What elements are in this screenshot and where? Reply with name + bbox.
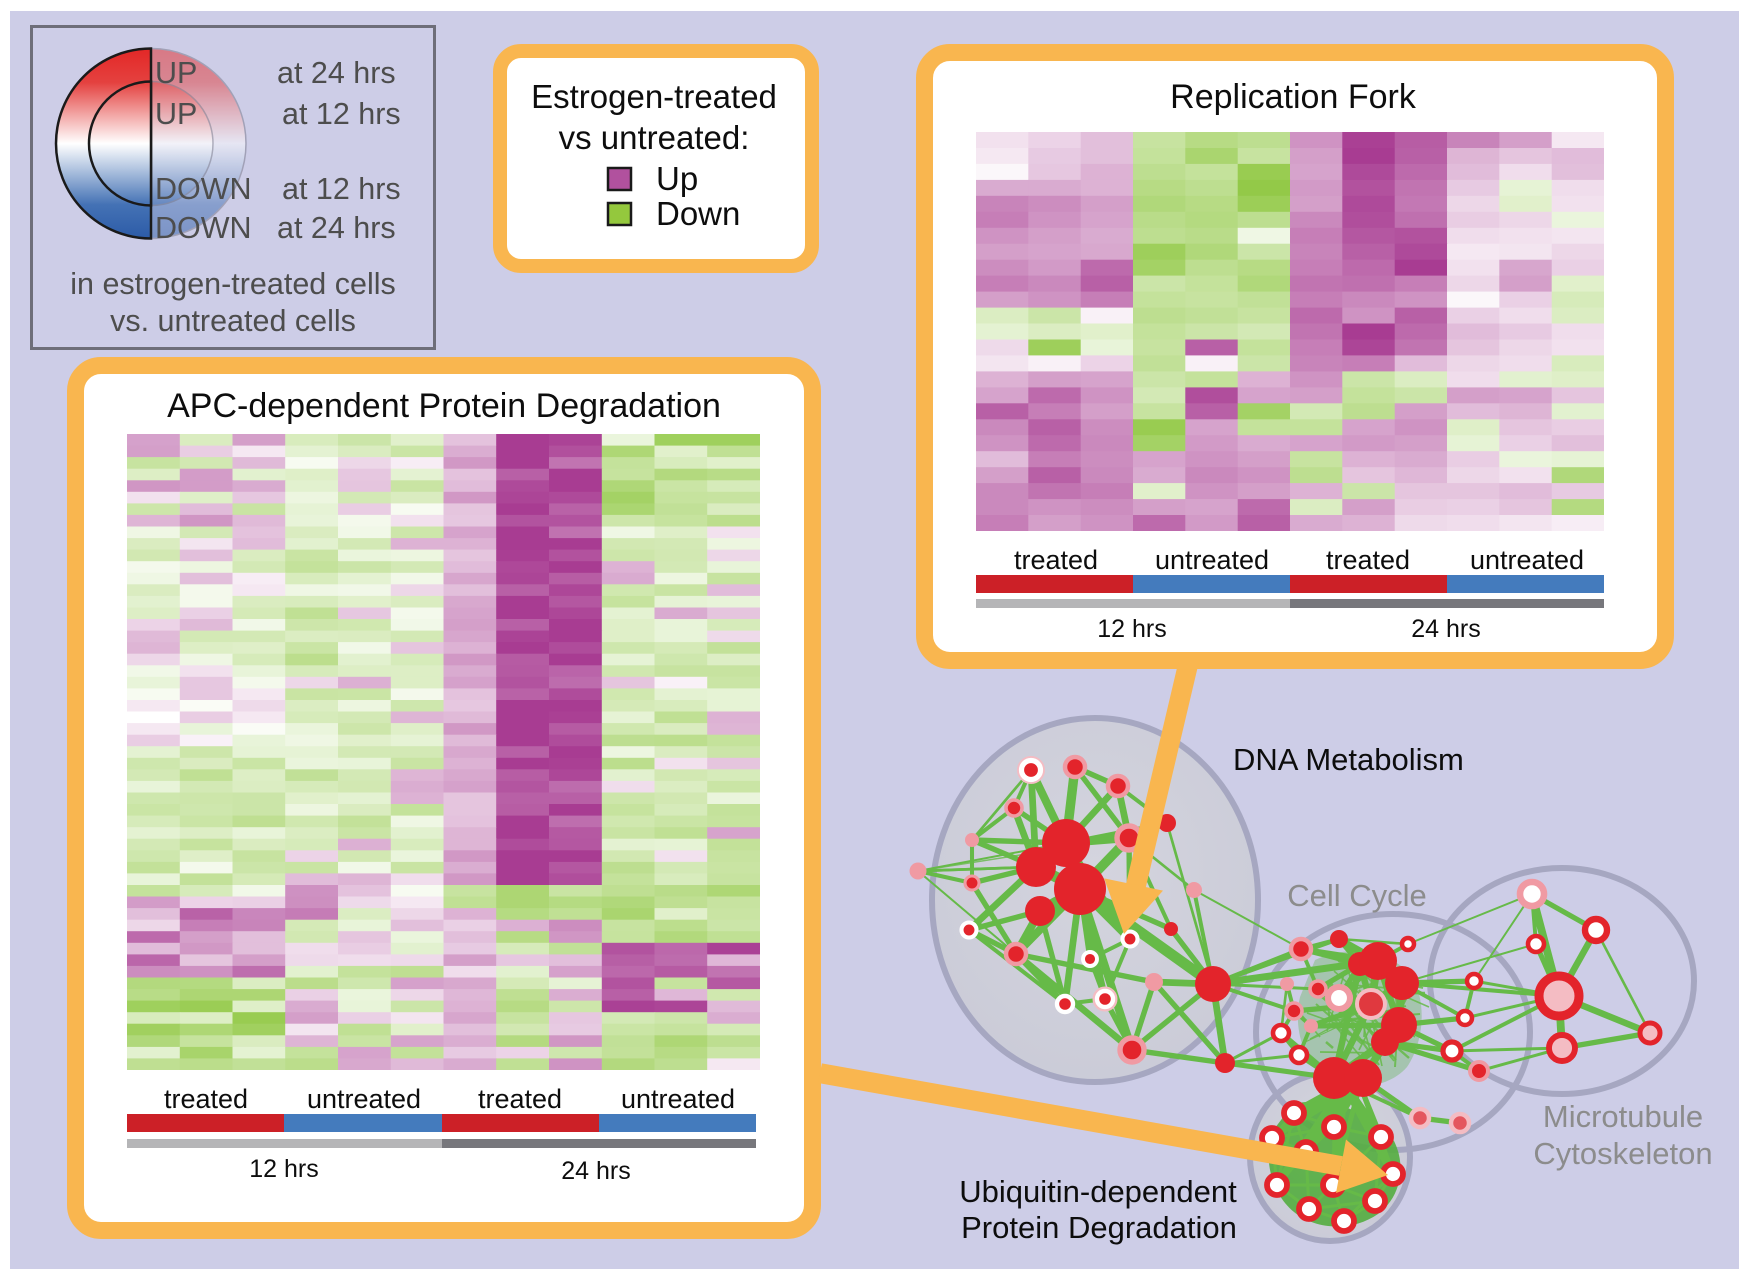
svg-text:Ubiquitin-dependent: Ubiquitin-dependent	[959, 1174, 1237, 1209]
svg-text:at 24 hrs: at 24 hrs	[277, 211, 396, 245]
svg-text:24 hrs: 24 hrs	[561, 1157, 630, 1185]
svg-text:Estrogen-treated: Estrogen-treated	[531, 78, 777, 115]
svg-text:untreated: untreated	[1155, 545, 1269, 575]
svg-text:untreated: untreated	[1470, 545, 1584, 575]
svg-text:UP: UP	[155, 97, 197, 131]
svg-text:at 12 hrs: at 12 hrs	[282, 172, 401, 206]
svg-text:treated: treated	[478, 1084, 562, 1114]
svg-text:APC-dependent Protein Degradat: APC-dependent Protein Degradation	[167, 387, 721, 425]
svg-text:treated: treated	[164, 1084, 248, 1114]
svg-text:untreated: untreated	[621, 1084, 735, 1114]
svg-text:DOWN: DOWN	[155, 172, 252, 206]
svg-text:DNA Metabolism: DNA Metabolism	[1233, 742, 1464, 777]
svg-text:24 hrs: 24 hrs	[1411, 615, 1480, 643]
svg-text:Up: Up	[656, 160, 698, 197]
svg-text:Protein Degradation: Protein Degradation	[961, 1210, 1237, 1245]
svg-text:Cell Cycle: Cell Cycle	[1287, 878, 1427, 913]
svg-text:vs untreated:: vs untreated:	[559, 119, 750, 156]
svg-text:treated: treated	[1326, 545, 1410, 575]
svg-text:at 24 hrs: at 24 hrs	[277, 56, 396, 90]
svg-text:12 hrs: 12 hrs	[249, 1155, 318, 1183]
svg-text:12 hrs: 12 hrs	[1097, 615, 1166, 643]
svg-text:in estrogen-treated cells: in estrogen-treated cells	[70, 267, 396, 301]
svg-text:DOWN: DOWN	[155, 211, 252, 245]
svg-text:Replication Fork: Replication Fork	[1170, 78, 1417, 116]
svg-text:Down: Down	[656, 195, 740, 232]
svg-text:at 12 hrs: at 12 hrs	[282, 97, 401, 131]
svg-text:Cytoskeleton: Cytoskeleton	[1533, 1136, 1712, 1171]
svg-text:treated: treated	[1014, 545, 1098, 575]
svg-text:untreated: untreated	[307, 1084, 421, 1114]
svg-text:vs. untreated cells: vs. untreated cells	[110, 304, 356, 338]
svg-text:UP: UP	[155, 56, 197, 90]
svg-text:Microtubule: Microtubule	[1543, 1099, 1703, 1134]
